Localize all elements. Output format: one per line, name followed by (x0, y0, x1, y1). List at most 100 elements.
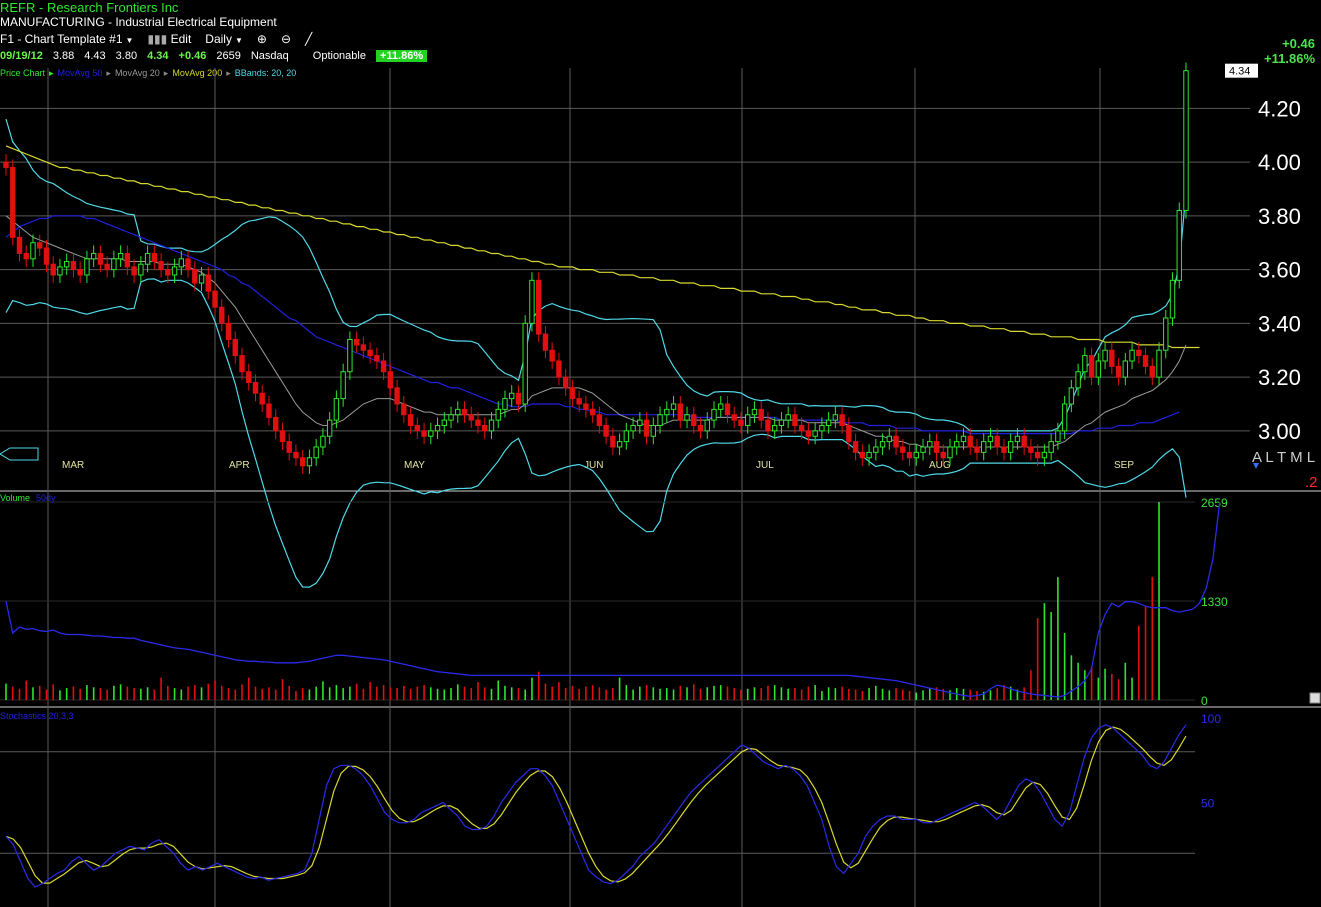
candle-body (906, 451, 913, 459)
quote-date: 09/19/12 (0, 50, 43, 62)
price-tick-label: 3.00 (1258, 419, 1301, 444)
price-tick-label: 3.40 (1258, 311, 1301, 336)
candle-body (131, 266, 137, 276)
stoch-d-line (5, 726, 1187, 884)
bar-chart-icon: ▮▮▮ (147, 32, 168, 46)
legend-ma200[interactable]: MovAvg 200 (172, 68, 223, 78)
candle-body (664, 408, 670, 416)
candle-body (940, 451, 946, 459)
candle-body (1014, 435, 1021, 443)
candle-body (738, 419, 744, 426)
candle-body (900, 446, 906, 453)
candle-body (347, 338, 353, 373)
candle-body (401, 403, 407, 416)
candle-body (10, 166, 16, 238)
candle-body (414, 424, 421, 432)
candle-body (1028, 446, 1034, 453)
candle-body (219, 306, 225, 324)
candle-body (610, 435, 616, 448)
candle-body (718, 403, 724, 410)
chart-control-sub: .2 (1305, 474, 1318, 491)
legend-ma50[interactable]: MovAvg 50 (57, 68, 103, 78)
candle-body (691, 414, 697, 426)
candle-body (677, 403, 683, 421)
candle-body (529, 279, 535, 324)
candle-body (1068, 387, 1075, 405)
candle-body (556, 360, 562, 378)
candle-body (448, 414, 454, 421)
candle-body (650, 424, 657, 437)
candle-body (124, 252, 131, 268)
candle-body (812, 430, 818, 437)
zoom-out-icon[interactable]: ⊖ (280, 32, 291, 46)
candle-body (954, 441, 960, 448)
template-dropdown[interactable]: F1 - Chart Template #1 ▼ (0, 32, 134, 46)
candle-body (731, 414, 737, 421)
candle-body (117, 252, 124, 260)
candle-body (832, 414, 839, 421)
month-label: SEP (1114, 460, 1134, 471)
candle-body (441, 419, 447, 426)
quote-volume: 2659 (216, 50, 241, 62)
candle-body (670, 403, 677, 410)
candle-body (1129, 349, 1135, 362)
right-pct: +11.86% (1264, 51, 1315, 66)
candle-body (616, 441, 623, 448)
legend-bbands[interactable]: BBands: 20, 20 (234, 68, 297, 78)
quote-high: 4.43 (84, 50, 106, 62)
legend-ma20[interactable]: MovAvg 20 (114, 68, 160, 78)
candle-body (30, 242, 36, 260)
candle-body (299, 457, 306, 467)
candle-body (697, 424, 704, 432)
scroll-box-icon (1309, 692, 1321, 704)
candle-body (1041, 451, 1048, 459)
candle-body (879, 441, 886, 448)
zoom-in-icon[interactable]: ⊕ (256, 32, 267, 46)
candle-body (1055, 430, 1061, 443)
price-tick-label: 3.60 (1258, 258, 1301, 283)
candle-body (421, 430, 427, 437)
period-dropdown[interactable]: Daily ▼ (205, 32, 243, 46)
month-label: JUL (756, 460, 774, 471)
candle-body (70, 261, 77, 271)
candle-body (77, 269, 83, 276)
legend-price-chart[interactable]: Price Chart (0, 68, 46, 78)
candle-body (1034, 451, 1041, 459)
candle-body (542, 333, 549, 351)
candle-body (920, 446, 926, 453)
candle-body (502, 398, 508, 410)
price-tick-label: 4.00 (1258, 150, 1301, 175)
candle-body (90, 252, 97, 260)
candle-body (859, 451, 866, 459)
candle-body (171, 266, 178, 276)
quote-last: 4.34 (147, 50, 169, 62)
candle-body (266, 403, 272, 418)
candle-body (792, 414, 798, 426)
price-legend: Price Chart ▸ MovAvg 50 ▸ MovAvg 20 ▸ MovAv… (0, 68, 297, 78)
candle-body (16, 236, 23, 254)
edit-button[interactable]: ▮▮▮ Edit (147, 32, 192, 46)
candle-body (927, 441, 933, 448)
candle-body (340, 371, 346, 400)
stoch-k-line (5, 724, 1187, 888)
candle-body (630, 424, 636, 432)
candle-body (960, 435, 967, 443)
candle-body (138, 263, 144, 276)
price-tick-label: 3.80 (1258, 204, 1301, 229)
candle-body (805, 430, 812, 437)
candle-body (1048, 441, 1054, 453)
quote-exchange: Nasdaq (250, 50, 289, 62)
candle-body (178, 258, 185, 268)
candle-body (1088, 355, 1095, 378)
candle-body (151, 252, 158, 263)
ma200-line (5, 145, 1200, 349)
candle-body (488, 419, 495, 432)
candle-body (252, 381, 259, 394)
candle-body (839, 414, 845, 426)
candle-body (1136, 349, 1142, 357)
stoch-tick-label: 50 (1201, 797, 1215, 811)
candle-body (158, 261, 164, 271)
draw-tool-icon[interactable]: ╱ (305, 32, 313, 46)
candle-body (320, 435, 326, 448)
